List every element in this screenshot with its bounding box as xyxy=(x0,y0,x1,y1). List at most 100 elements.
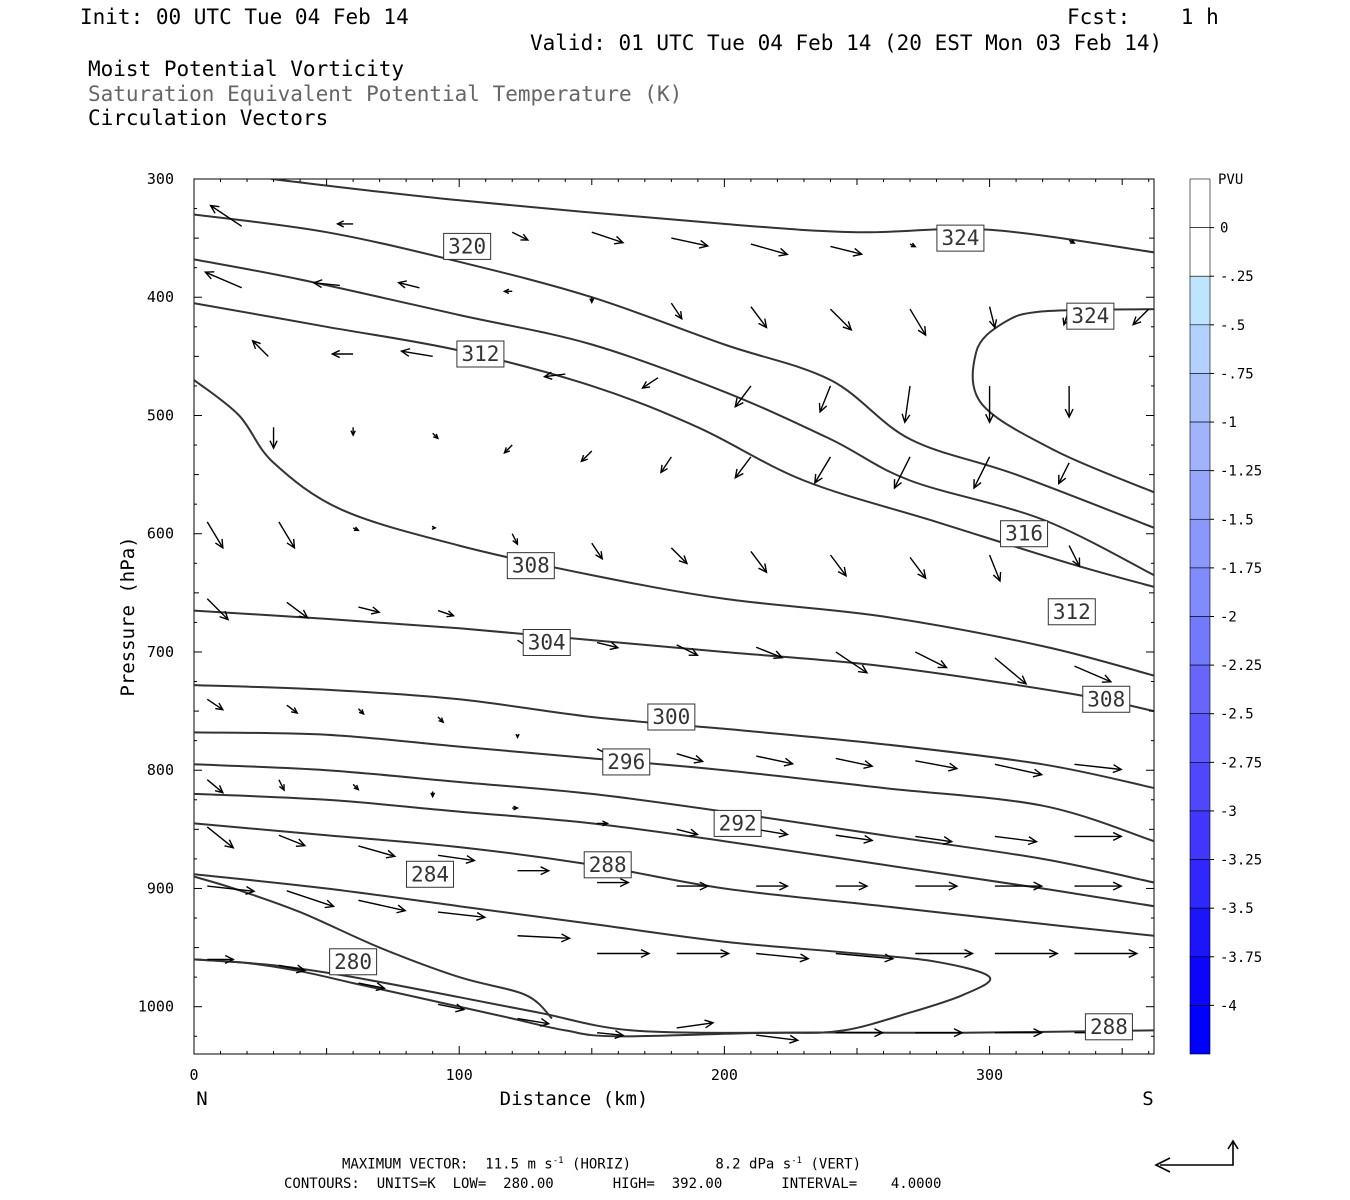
vector-arrow xyxy=(676,752,705,764)
vector-head xyxy=(758,563,768,574)
vector-head xyxy=(1112,764,1123,774)
vector-shaft xyxy=(286,890,334,908)
colorbar-tick-label: -.25 xyxy=(1220,269,1254,285)
vector-arrow xyxy=(206,598,230,621)
vector-arrow xyxy=(985,385,995,424)
axes: 300 400 500 600 700 800 900 1000 0 100 200 300 Dista… xyxy=(117,170,1154,1110)
vector-arrow xyxy=(358,982,386,992)
vector-head xyxy=(1112,881,1123,891)
vector-head xyxy=(1032,768,1044,778)
colorbar-tick-label: -1.25 xyxy=(1220,464,1262,480)
vector-shaft xyxy=(750,306,768,328)
vector-arrow xyxy=(1074,881,1123,891)
vert-value: 8.2 dPa s xyxy=(715,1156,792,1173)
vector-arrow xyxy=(756,1034,800,1044)
vector-head xyxy=(446,610,456,618)
contour-label-box: 300 xyxy=(647,703,696,731)
vector-shaft xyxy=(670,547,688,565)
init-time: Init: 00 UTC Tue 04 Feb 14 xyxy=(80,5,409,29)
vector-shaft xyxy=(591,542,603,560)
vector-arrow xyxy=(206,698,225,711)
vector-head xyxy=(358,709,365,716)
contour-label-312: 312 xyxy=(1053,600,1091,624)
colorbar-tick-label: -1.5 xyxy=(1220,512,1254,528)
max-vector-line: MAXIMUM VECTOR: 11.5 m s-1 (HORIZ) 8.2 d… xyxy=(342,1156,861,1173)
vector-head xyxy=(614,1030,625,1040)
y-tick-label: 600 xyxy=(147,525,174,543)
vector-shaft xyxy=(670,302,683,320)
vector-head xyxy=(1112,831,1123,841)
vector-arrow xyxy=(994,835,1039,846)
vector-head xyxy=(455,1003,466,1013)
contour-label-box: 312 xyxy=(1047,598,1096,626)
vector-arrow xyxy=(397,280,420,289)
x-tick-label: 200 xyxy=(711,1066,738,1084)
vector-shaft xyxy=(994,835,1037,843)
vector-shaft xyxy=(893,456,911,489)
vector-head xyxy=(512,538,519,546)
vector-arrow xyxy=(756,755,795,767)
vector-head xyxy=(224,839,235,849)
legend-mpv: Moist Potential Vorticity xyxy=(88,57,405,81)
vector-arrow xyxy=(1074,763,1123,774)
vector-shaft xyxy=(988,554,1001,582)
vector-arrow xyxy=(358,899,407,914)
forecast-hour: Fcst: 1 h xyxy=(1067,5,1219,29)
vector-head xyxy=(937,660,948,669)
vector-head xyxy=(720,948,731,959)
vector-shaft xyxy=(207,885,255,892)
contour-label-box: 280 xyxy=(329,948,378,976)
vector-shaft xyxy=(1074,763,1122,771)
vector-arrow xyxy=(755,646,784,659)
vector-arrow xyxy=(597,878,630,888)
vector-head xyxy=(298,609,309,619)
vector-arrow xyxy=(670,302,683,321)
vector-arrow xyxy=(818,385,832,414)
vector-head xyxy=(901,413,911,424)
vector-head xyxy=(640,948,651,959)
vector-shaft xyxy=(278,521,296,549)
vector-arrow xyxy=(915,881,959,891)
vector-shaft xyxy=(278,779,285,791)
contour-288 xyxy=(194,873,992,1034)
vector-shaft xyxy=(511,231,529,241)
vector-shaft xyxy=(755,646,783,659)
colorbar-swatch xyxy=(1189,567,1211,617)
vector-shaft xyxy=(503,444,513,454)
vector-arrow xyxy=(830,245,864,257)
contour-label-308: 308 xyxy=(512,554,550,578)
vector-head xyxy=(438,717,445,724)
vector-arrow xyxy=(352,783,360,791)
vector-arrow xyxy=(915,1028,964,1038)
vector-arrow xyxy=(286,704,299,714)
contour-label-288: 288 xyxy=(1090,1015,1128,1039)
vector-arrow xyxy=(278,964,307,974)
contour-label-bg xyxy=(602,748,651,776)
vector-head xyxy=(778,828,789,838)
contour-label-bg xyxy=(647,703,696,731)
vector-arrow xyxy=(432,432,440,440)
vector-arrow xyxy=(750,551,768,574)
vector-head xyxy=(335,220,345,228)
vector-shaft xyxy=(835,757,873,767)
vector-head xyxy=(619,878,630,888)
horiz-value: 11.5 m s xyxy=(485,1156,553,1173)
vector-arrow xyxy=(994,881,1044,891)
vector-arrow xyxy=(1058,462,1070,486)
vector-shaft xyxy=(358,606,380,613)
vector-head xyxy=(778,247,789,257)
contour-label-bg xyxy=(1066,302,1115,330)
vector-shaft xyxy=(591,231,624,244)
vector-shaft xyxy=(286,704,298,714)
vector-head xyxy=(278,784,285,792)
vector-head xyxy=(295,964,307,974)
vector-shaft xyxy=(206,521,224,549)
colorbar-tick-label: -3 xyxy=(1220,804,1237,820)
vector-head xyxy=(660,464,668,474)
vector-arrow xyxy=(1064,385,1074,419)
vector-arrow xyxy=(512,805,520,811)
vector-arrow xyxy=(909,308,927,337)
vector-arrow xyxy=(660,456,672,474)
vector-head xyxy=(992,571,1002,583)
vector-head xyxy=(595,551,604,561)
